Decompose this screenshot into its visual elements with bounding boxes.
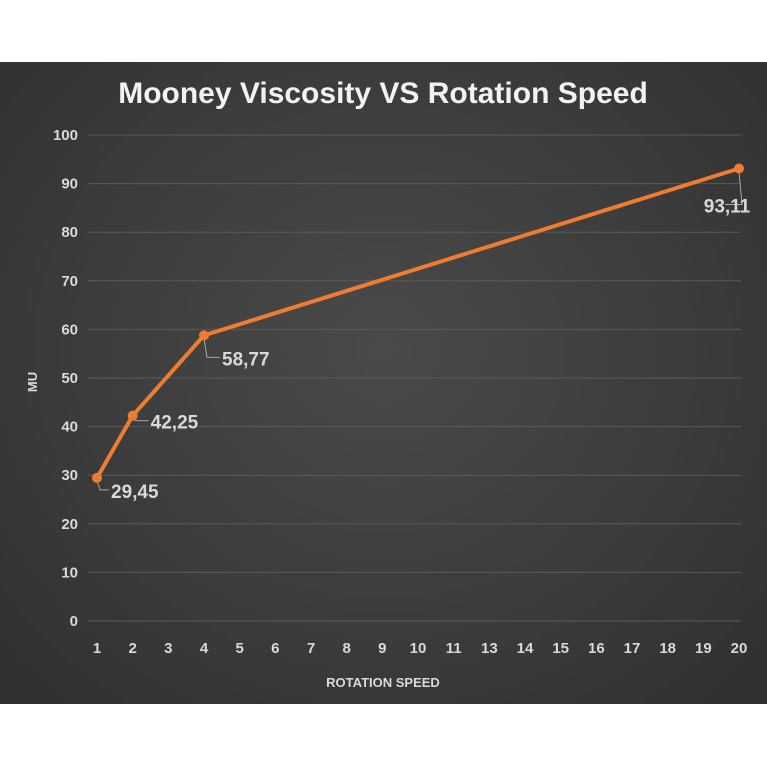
y-tick-label: 80 [61,224,78,241]
data-label-leader [725,171,743,205]
data-point [734,163,744,174]
data-label: 58,77 [222,349,270,370]
data-label-leader [203,338,220,358]
x-axis-ticks: 1 2 3 4 5 6 7 8 9 10 11 13 14 15 16 17 18 19 20 [93,640,748,657]
x-tick-label: 18 [659,640,676,657]
y-tick-label: 10 [61,564,78,581]
x-tick-label: 16 [588,640,605,657]
y-tick-label: 20 [61,516,78,533]
x-tick-label: 19 [695,640,712,657]
data-label: 29,45 [111,482,159,503]
y-tick-label: 70 [61,273,78,290]
y-tick-label: 90 [61,176,78,193]
y-axis-ticks: 0 10 20 30 40 50 60 70 80 90 100 [53,127,78,630]
series-line [95,166,740,479]
x-tick-label: 5 [235,640,243,657]
y-tick-label: 30 [61,467,78,484]
y-tick-label: 40 [61,419,78,436]
x-tick-label: 15 [552,640,569,657]
y-tick-label: 50 [61,370,78,387]
x-tick-label: 4 [200,640,209,657]
chart-area [0,62,767,704]
x-tick-label: 20 [731,640,748,657]
y-axis-title: MU [25,372,40,392]
x-tick-label: 3 [164,640,172,657]
grid-lines [88,134,741,622]
x-tick-label: 2 [128,640,136,657]
y-tick-label: 60 [61,321,78,338]
data-point [92,472,102,483]
x-axis-title: ROTATION SPEED [326,675,440,690]
data-label-leader [96,480,109,491]
data-point [199,330,209,341]
x-tick-label: 13 [481,640,498,657]
x-tick-label: 6 [271,640,279,657]
y-tick-label: 0 [70,613,78,630]
x-tick-label: 17 [624,640,641,657]
data-label: 42,25 [151,413,199,434]
x-tick-label: 8 [342,640,350,657]
chart-title: Mooney Viscosity VS Rotation Speed [118,77,648,110]
x-tick-label: 14 [517,640,534,657]
x-tick-label: 9 [378,640,386,657]
y-tick-label: 100 [53,127,78,144]
x-tick-label: 7 [307,640,315,657]
x-tick-label: 11 [446,640,462,657]
data-label: 93,11 [704,196,751,217]
series-group: 29,45 42,25 58,77 93,11 [92,163,751,503]
x-tick-label: 1 [93,640,101,657]
data-point [127,410,138,421]
x-tick-label: 10 [410,640,427,657]
